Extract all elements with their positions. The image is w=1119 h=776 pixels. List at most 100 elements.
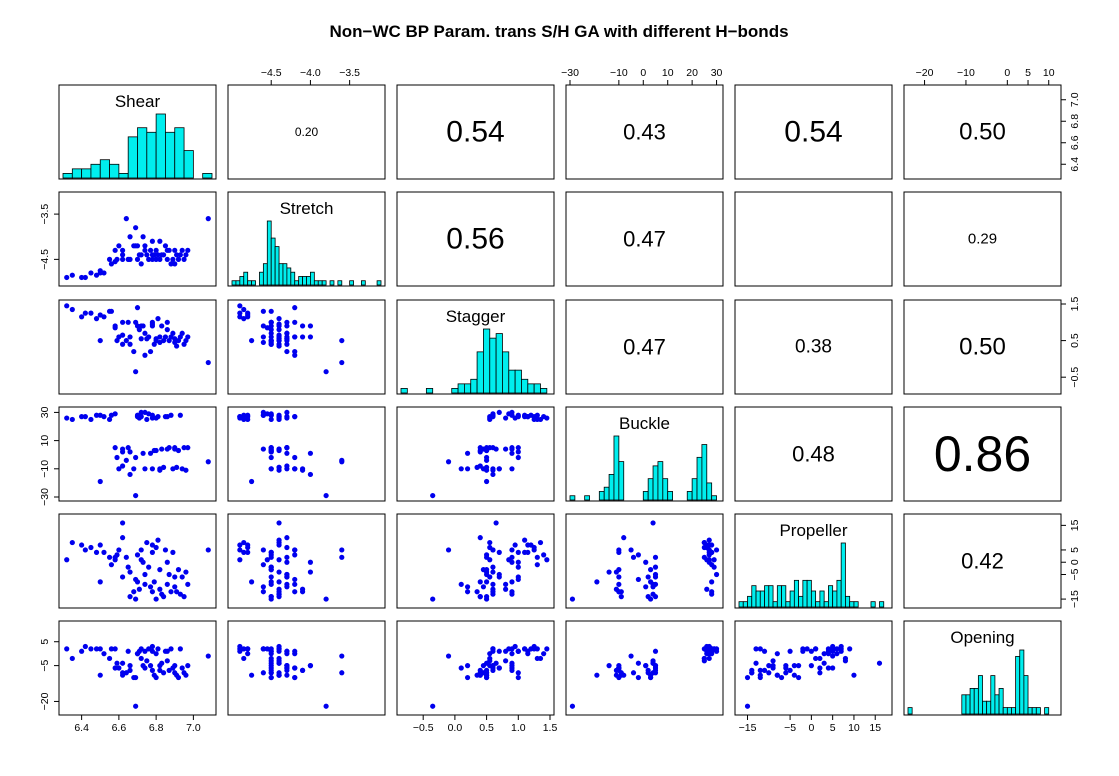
scatter-point-propeller-vs-stretch-9	[249, 579, 255, 585]
scatter-point-opening-vs-stretch-46	[268, 674, 274, 681]
scatter-point-propeller-vs-shear-46	[175, 567, 182, 573]
histogram-bar-propeller-17	[810, 590, 817, 608]
tick-label-x-propeller-1: −5	[784, 722, 796, 734]
histogram-bar-opening-18	[982, 700, 988, 715]
histogram-bar-buckle-25	[691, 478, 698, 501]
scatter-point-opening-vs-buckle-55	[645, 667, 651, 673]
scatter-point-opening-vs-propeller-57	[838, 643, 844, 650]
scatter-point-opening-vs-buckle-24	[706, 655, 712, 662]
tick-label-y-propeller-2: 0	[1069, 559, 1081, 565]
panel-frame-shear-buckle	[565, 84, 724, 180]
scatter-point-stagger-vs-shear-59	[112, 325, 118, 331]
scatter-point-opening-vs-buckle-46	[648, 674, 654, 681]
scatter-point-buckle-vs-stagger-58	[515, 414, 521, 420]
scatter-point-stagger-vs-shear-43	[170, 330, 176, 336]
scatter-point-propeller-vs-shear-55	[127, 594, 133, 600]
histogram-bar-stretch-16	[294, 280, 300, 286]
scatter-point-buckle-vs-shear-16	[123, 457, 129, 463]
histogram-bar-buckle-3	[584, 495, 590, 501]
histogram-bar-propeller-16	[806, 579, 812, 608]
scatter-point-propeller-vs-stretch-24	[276, 557, 282, 563]
histogram-bar-shear-11	[165, 131, 176, 179]
scatter-point-buckle-vs-shear-3	[82, 414, 88, 420]
scatter-point-opening-vs-propeller-24	[813, 655, 819, 662]
histogram-bar-stagger-13	[483, 328, 491, 394]
scatter-point-propeller-vs-stagger-23	[509, 547, 515, 553]
scatter-point-stagger-vs-shear-26	[142, 330, 148, 336]
scatter-point-opening-vs-buckle-18	[606, 663, 612, 669]
histogram-bar-stagger-15	[495, 333, 503, 394]
scatter-point-propeller-vs-buckle-55	[645, 594, 651, 600]
scatter-point-stagger-vs-shear-57	[149, 321, 155, 327]
scatter-point-stretch-vs-shear-29	[147, 247, 154, 253]
scatter-point-opening-vs-shear-37	[159, 660, 165, 666]
scatter-point-stagger-vs-stretch-23	[260, 323, 266, 329]
histogram-bar-stretch-5	[251, 280, 256, 286]
scatter-point-stretch-vs-shear-3	[82, 274, 88, 281]
scatter-point-opening-vs-shear-26	[142, 648, 148, 654]
scatter-point-propeller-vs-stagger-51	[490, 581, 496, 587]
tick-label-y-opening-0: −20	[39, 692, 51, 710]
scatter-point-opening-vs-stretch-50	[276, 672, 282, 678]
scatter-point-stretch-vs-shear-7	[101, 270, 107, 276]
scatter-point-opening-vs-shear-41	[166, 667, 172, 673]
histogram-bar-stagger-16	[502, 351, 510, 394]
scatter-point-propeller-vs-buckle-57	[704, 542, 710, 548]
correlation-shear-buckle: 0.43	[623, 120, 666, 145]
scatter-point-propeller-vs-stretch-34	[284, 544, 290, 551]
scatter-point-propeller-vs-stagger-55	[477, 594, 483, 600]
histogram-bar-propeller-33	[879, 601, 885, 608]
scatter-point-buckle-vs-stretch-59	[264, 411, 270, 417]
scatter-point-opening-vs-stagger-19	[464, 674, 471, 681]
scatter-point-opening-vs-shear-52	[205, 653, 211, 659]
histogram-bar-opening-25	[1011, 707, 1017, 715]
scatter-point-propeller-vs-buckle-25	[643, 559, 649, 565]
scatter-point-propeller-vs-stagger-29	[464, 584, 471, 590]
scatter-point-propeller-vs-shear-61	[172, 584, 178, 590]
histogram-bar-propeller-18	[815, 601, 821, 608]
scatter-point-buckle-vs-shear-35	[155, 414, 161, 420]
histogram-bar-stretch-3	[243, 271, 249, 286]
scatter-point-propeller-vs-stagger-17	[515, 564, 521, 570]
tick-label-x-propeller-4: 10	[848, 722, 860, 734]
tick-label-x-buckle-3: 10	[662, 67, 674, 79]
scatter-point-opening-vs-shear-7	[101, 651, 107, 657]
scatter-point-buckle-vs-stretch-25	[307, 450, 314, 456]
scatter-point-propeller-vs-stagger-47	[490, 591, 496, 597]
scatter-point-stagger-vs-stretch-2	[237, 314, 243, 320]
scatter-point-buckle-vs-shear-41	[166, 445, 172, 451]
scatter-point-stagger-vs-shear-58	[164, 319, 170, 325]
scatter-point-stagger-vs-stretch-22	[276, 327, 282, 333]
scatter-point-propeller-vs-shear-36	[157, 567, 163, 573]
scatter-point-propeller-vs-buckle-18	[606, 569, 612, 575]
scatter-point-opening-vs-buckle-56	[650, 660, 656, 666]
scatter-point-buckle-vs-shear-12	[114, 454, 120, 461]
scatter-point-propeller-vs-buckle-38	[618, 594, 624, 600]
histogram-bar-buckle-19	[662, 478, 669, 501]
histogram-bar-stretch-9	[266, 220, 272, 286]
scatter-point-opening-vs-buckle-61	[650, 670, 656, 676]
scatter-point-opening-vs-propeller-40	[770, 658, 776, 664]
scatter-point-opening-vs-stagger-15	[515, 670, 521, 676]
scatter-point-stretch-vs-shear-36	[157, 256, 163, 262]
tick-label-x-buckle-5: 30	[711, 67, 723, 79]
scatter-point-opening-vs-buckle-60	[613, 667, 620, 673]
histogram-bar-buckle-16	[647, 478, 654, 501]
histogram-bar-propeller-26	[849, 601, 855, 608]
tick-label-y-shear-1: 6.6	[1069, 135, 1081, 150]
scatter-point-buckle-vs-stagger-47	[490, 412, 496, 418]
histogram-bar-stretch-33	[360, 280, 366, 286]
scatter-point-opening-vs-propeller-29	[766, 663, 772, 669]
scatter-point-stretch-vs-shear-61	[172, 261, 178, 267]
scatter-point-opening-vs-stretch-5	[241, 646, 247, 652]
scatter-point-opening-vs-propeller-33	[744, 674, 751, 681]
tick-label-x-opening-0: −20	[916, 67, 934, 79]
histogram-bar-opening-16	[973, 688, 979, 715]
scatter-point-buckle-vs-stagger-9	[483, 478, 490, 485]
scatter-point-stagger-vs-stretch-19	[292, 348, 298, 355]
scatter-point-opening-vs-shear-23	[138, 646, 144, 652]
panel-frame-stretch-buckle	[565, 191, 724, 287]
scatter-point-propeller-vs-stretch-16	[339, 554, 345, 560]
scatter-point-propeller-vs-stagger-40	[503, 581, 509, 587]
panel-frame-stretch-propeller	[734, 191, 893, 287]
